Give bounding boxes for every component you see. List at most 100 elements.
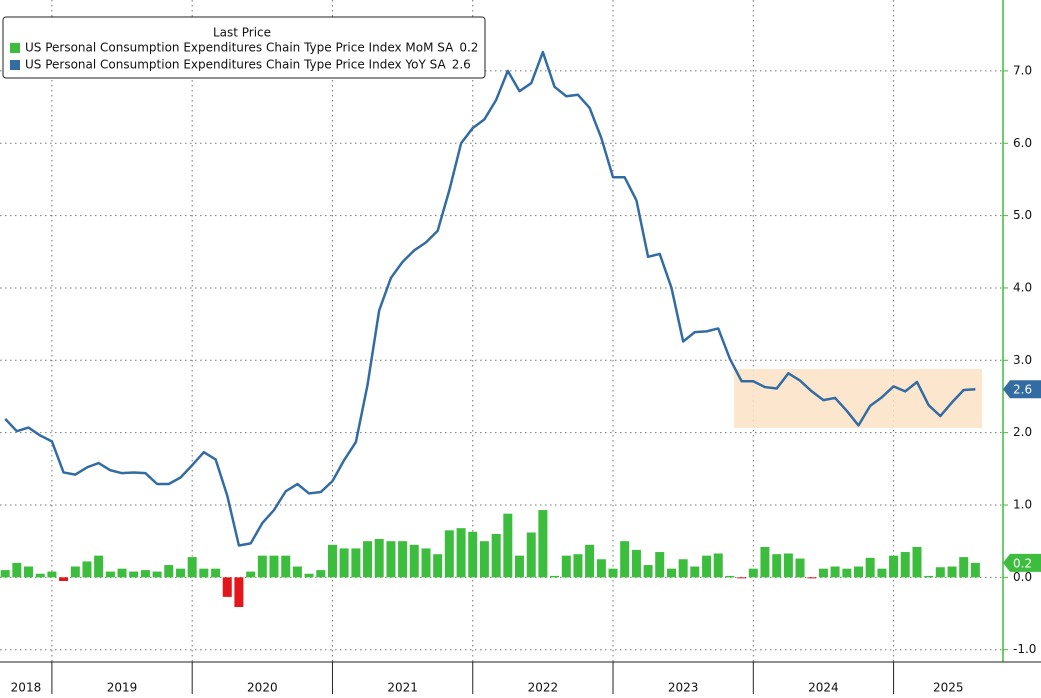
bar <box>573 554 583 578</box>
bar <box>117 568 127 578</box>
bar <box>59 577 69 581</box>
bar <box>772 554 782 578</box>
bar <box>608 568 618 578</box>
bar <box>713 553 723 578</box>
bar <box>129 571 139 578</box>
x-tick-label: 2023 <box>668 681 699 695</box>
bar <box>783 553 793 578</box>
bar <box>35 573 45 578</box>
bar <box>643 565 653 578</box>
bar <box>667 568 677 578</box>
bar <box>795 558 805 578</box>
bar <box>678 559 688 578</box>
axes: -1.0 0.0 1.0 2.0 3.0 4.0 5.0 6.0 7.0 2018 2019 2020… <box>11 63 1041 695</box>
bar <box>620 541 630 578</box>
bar <box>82 561 92 578</box>
bar <box>959 557 969 578</box>
line <box>4 50 976 547</box>
bar <box>105 571 115 578</box>
bar <box>456 528 466 578</box>
bar <box>877 568 887 578</box>
bar <box>702 555 712 578</box>
bar <box>514 555 524 578</box>
bar <box>269 555 279 578</box>
legend-box <box>2 16 486 79</box>
bar <box>748 568 758 578</box>
y-tick-label: 0.0 <box>1013 570 1032 584</box>
legend-label: US Personal Consumption Expenditures Cha… <box>25 58 446 72</box>
bar <box>12 562 22 578</box>
y-tick-label: 7.0 <box>1013 63 1032 77</box>
x-tick-label: 2020 <box>247 681 278 695</box>
bar <box>246 571 256 578</box>
bar <box>327 544 337 578</box>
bar <box>211 568 221 578</box>
bar <box>187 557 197 578</box>
legend-title: Last Price <box>213 26 271 40</box>
bar <box>199 568 209 578</box>
bar <box>363 541 373 578</box>
bar <box>854 566 864 578</box>
bar <box>351 548 361 578</box>
plot <box>0 50 980 608</box>
bar <box>164 565 174 578</box>
x-tick-label: 2021 <box>387 681 418 695</box>
bar <box>304 573 314 578</box>
bar <box>222 577 232 597</box>
bar <box>807 577 817 579</box>
bar <box>386 541 396 578</box>
value-tag-label: 0.2 <box>1013 556 1032 570</box>
bar <box>737 577 747 579</box>
bar <box>865 557 875 578</box>
bar <box>585 544 595 578</box>
bar <box>725 575 735 578</box>
value-tag-label: 2.6 <box>1013 383 1032 397</box>
y-tick-label: 4.0 <box>1013 280 1032 294</box>
bar <box>631 549 641 578</box>
bar <box>690 566 700 578</box>
bar <box>292 566 302 578</box>
bar <box>94 555 104 578</box>
bar <box>152 571 162 578</box>
legend-value: 2.6 <box>452 58 471 72</box>
value-tag <box>1003 380 1041 399</box>
y-tick-label: 2.0 <box>1013 425 1032 439</box>
x-tick-label: 2025 <box>933 681 964 695</box>
bar <box>140 570 150 578</box>
bar <box>596 559 606 578</box>
bar <box>234 577 244 608</box>
bar <box>70 566 80 578</box>
bar <box>550 575 560 578</box>
bar <box>409 544 419 578</box>
bar <box>760 546 770 578</box>
bar <box>257 555 267 578</box>
y-tick-label: 3.0 <box>1013 353 1032 367</box>
value-tag <box>1003 553 1041 572</box>
y-tick-label: 1.0 <box>1013 498 1032 512</box>
bar <box>900 552 910 578</box>
bar <box>23 566 33 578</box>
bar <box>924 575 934 578</box>
bar <box>561 555 571 578</box>
bar <box>47 571 57 578</box>
bar <box>912 546 922 578</box>
bar <box>830 566 840 578</box>
bar <box>421 548 431 578</box>
legend-swatch <box>10 43 20 53</box>
bar <box>935 567 945 578</box>
legend-swatch <box>10 60 20 70</box>
bar <box>655 552 665 578</box>
bar <box>176 568 186 578</box>
grid <box>0 0 1003 662</box>
bar <box>889 555 899 578</box>
x-tick-label: 2019 <box>107 681 138 695</box>
bar <box>468 531 478 578</box>
bar <box>970 562 980 578</box>
bar <box>281 555 291 578</box>
legend-value: 0.2 <box>459 41 478 55</box>
bar <box>491 533 501 578</box>
legend-label: US Personal Consumption Expenditures Cha… <box>25 41 454 55</box>
bar <box>398 541 408 578</box>
